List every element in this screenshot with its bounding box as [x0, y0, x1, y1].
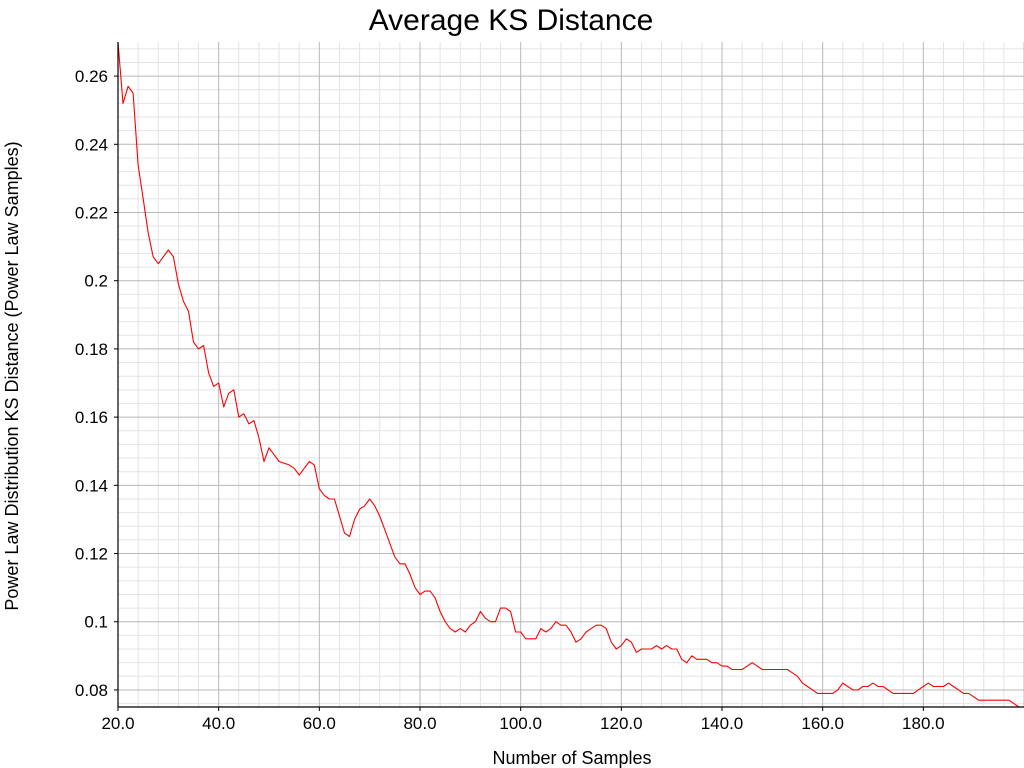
tick-labels: 20.0 40.0 60.0 80.0 100.0 120.0 140.0 160.0 180.…	[75, 67, 945, 733]
y-tick-label: 0.14	[75, 476, 108, 495]
x-tick-label: 100.0	[499, 714, 542, 733]
minor-grid	[118, 42, 1024, 707]
y-axis-label: Power Law Distribution KS Distance (Powe…	[2, 141, 22, 610]
major-grid	[117, 42, 1024, 707]
y-tick-label: 0.26	[75, 67, 108, 86]
y-tick-label: 0.24	[75, 135, 108, 154]
x-tick-label: 160.0	[801, 714, 844, 733]
axes	[114, 42, 1024, 711]
y-tick-label: 0.1	[84, 613, 108, 632]
y-tick-label: 0.12	[75, 545, 108, 564]
x-tick-label: 20.0	[101, 714, 134, 733]
y-tick-label: 0.08	[75, 681, 108, 700]
y-tick-label: 0.16	[75, 408, 108, 427]
x-tick-label: 40.0	[202, 714, 235, 733]
series-line	[117, 41, 1024, 708]
x-tick-label: 60.0	[303, 714, 336, 733]
y-tick-label: 0.22	[75, 204, 108, 223]
x-tick-label: 120.0	[600, 714, 643, 733]
y-tick-label: 0.2	[84, 272, 108, 291]
series-layer	[117, 41, 1024, 708]
chart-title: Average KS Distance	[369, 4, 654, 37]
x-axis-label: Number of Samples	[492, 748, 651, 768]
y-tick-label: 0.18	[75, 340, 108, 359]
x-tick-label: 180.0	[902, 714, 945, 733]
x-tick-label: 80.0	[403, 714, 436, 733]
x-tick-label: 140.0	[701, 714, 744, 733]
